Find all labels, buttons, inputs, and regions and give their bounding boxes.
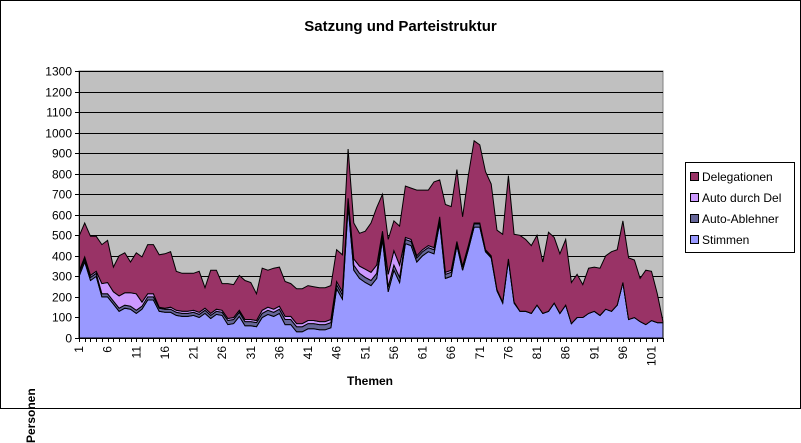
x-tick-label: 76 [501, 346, 515, 360]
legend: Delegationen Auto durch Del Auto-Ablehne… [685, 162, 795, 253]
x-tick-label: 51 [358, 346, 372, 360]
legend-label-auto-ablehner: Auto-Ablehner [702, 211, 779, 226]
legend-label-auto-durch-del: Auto durch Del [702, 190, 782, 205]
x-tick-label: 66 [444, 346, 458, 360]
legend-swatch-stimmen [690, 235, 699, 244]
x-tick-label: 101 [645, 346, 659, 366]
y-tick-label: 1100 [46, 106, 72, 120]
legend-swatch-auto-durch-del [690, 193, 699, 202]
y-tick-label: 200 [52, 291, 72, 305]
y-tick-label: 0 [65, 332, 72, 346]
legend-swatch-auto-ablehner [690, 214, 699, 223]
y-tick-label: 300 [52, 270, 72, 284]
x-tick-label: 26 [215, 346, 229, 360]
x-tick-label: 96 [616, 346, 630, 360]
y-axis-label: Personen [24, 388, 38, 443]
x-tick-label: 1 [72, 346, 86, 353]
plot-area: 0 100 200 300 400 500 600 700 800 900 1000 1100 1200… [45, 65, 664, 366]
y-tick-label: 500 [52, 229, 72, 243]
x-tick-label: 11 [129, 346, 143, 359]
legend-item-stimmen: Stimmen [690, 229, 790, 250]
y-tick-label: 900 [52, 147, 72, 161]
x-tick-label: 71 [473, 346, 487, 360]
y-axis-label-wrap: Personen [18, 238, 38, 443]
x-tick-label: 21 [187, 346, 201, 360]
x-tick-label: 91 [587, 346, 601, 360]
y-tick-label: 1300 [45, 65, 72, 79]
x-tick-label: 36 [272, 346, 286, 360]
legend-label-stimmen: Stimmen [702, 232, 750, 247]
x-tick-label: 46 [330, 346, 344, 360]
legend-item-delegationen: Delegationen [690, 166, 790, 187]
x-tick-label: 61 [416, 346, 430, 360]
y-tick-label: 700 [52, 188, 72, 202]
legend-item-auto-ablehner: Auto-Ablehner [690, 208, 790, 229]
x-tick-label: 6 [101, 346, 115, 353]
y-tick-label: 1200 [45, 86, 72, 100]
x-tick-label: 56 [387, 346, 401, 360]
x-tick-label: 16 [158, 346, 172, 360]
chart-title: Satzung und Parteistruktur [304, 18, 497, 35]
area-delegationen [78, 139, 664, 326]
x-tick-label: 41 [301, 346, 315, 360]
y-tick-label: 800 [52, 168, 72, 182]
x-tick-label: 81 [530, 346, 544, 360]
x-tick-label: 31 [244, 346, 258, 360]
y-tick-label: 100 [52, 311, 72, 325]
x-tick-label: 86 [559, 346, 573, 360]
y-tick-label: 600 [52, 209, 72, 223]
y-tick-label: 1000 [45, 127, 72, 141]
x-axis-label: Themen [346, 374, 393, 388]
legend-label-delegationen: Delegationen [702, 169, 773, 184]
legend-item-auto-durch-del: Auto durch Del [690, 187, 790, 208]
legend-swatch-delegationen [690, 172, 699, 181]
y-tick-label: 400 [52, 250, 72, 264]
